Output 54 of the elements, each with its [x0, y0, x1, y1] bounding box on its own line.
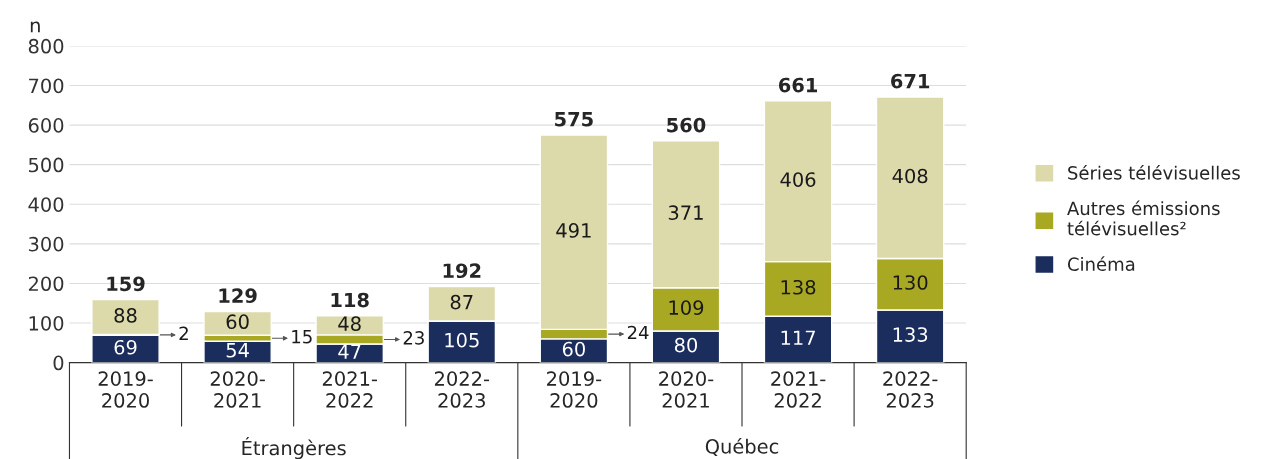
x-tick-label: 2019- 2020 — [547, 371, 602, 408]
data-label: 117 — [781, 330, 815, 345]
data-label: 47 — [338, 344, 361, 359]
x-tick-label: 2021- 2022 — [771, 371, 826, 408]
data-label: 69 — [114, 339, 137, 355]
legend-label: Autres émissions télévisuelles² — [1067, 200, 1220, 236]
total-label: 159 — [107, 276, 145, 292]
x-tick-label: 2019- 2020 — [98, 371, 153, 408]
data-label: 60 — [226, 314, 249, 330]
data-label: 138 — [781, 279, 816, 295]
total-label: 661 — [778, 77, 818, 93]
data-label: 130 — [893, 275, 928, 290]
data-label: 24 — [627, 325, 649, 340]
data-label: 408 — [892, 168, 928, 184]
text: Étrangères — [242, 437, 346, 459]
y-tick-label: 400 — [28, 197, 64, 212]
data-label: 87 — [450, 294, 473, 310]
y-tick-label: 600 — [28, 118, 64, 133]
total-label: 192 — [443, 263, 481, 279]
data-label: 105 — [445, 332, 479, 348]
data-label: 491 — [556, 223, 591, 238]
y-tick-label: 200 — [28, 276, 64, 292]
x-tick-label: 2020- 2021 — [659, 371, 714, 408]
x-tick-label: 2022- 2023 — [883, 371, 938, 408]
y-tick-label: 500 — [28, 157, 64, 173]
y-tick-label: 700 — [29, 78, 64, 94]
data-label: 15 — [292, 330, 312, 344]
data-label: 48 — [338, 316, 361, 332]
data-label: 133 — [893, 327, 928, 342]
total-label: 129 — [219, 288, 257, 304]
y-tick-label: 800 — [28, 38, 64, 54]
total-label: 671 — [891, 73, 930, 89]
x-tick-label: 2020- 2021 — [210, 371, 265, 408]
y-tick-label: 300 — [28, 236, 64, 252]
x-tick-label: 2021- 2022 — [322, 371, 377, 408]
total-label: 560 — [667, 117, 706, 133]
y-tick-label: 100 — [29, 315, 64, 331]
data-label: 80 — [674, 337, 698, 353]
data-label: 2 — [179, 326, 188, 340]
x-tick-label: 2022- 2023 — [434, 371, 490, 408]
legend-label: Cinéma — [1067, 256, 1135, 271]
data-label: 406 — [780, 172, 816, 187]
y-tick-label: 0 — [53, 355, 64, 371]
data-label: 88 — [114, 308, 137, 323]
data-label: 23 — [403, 331, 424, 345]
data-label: 54 — [226, 343, 249, 358]
total-label: 575 — [555, 112, 593, 127]
data-label: 371 — [668, 205, 703, 220]
legend-label: Séries télévisuelles — [1068, 164, 1240, 180]
text: Québec — [705, 437, 779, 456]
data-label: 109 — [669, 300, 704, 316]
y-axis-title: n — [30, 21, 40, 33]
total-label: 118 — [331, 292, 369, 308]
data-label: 60 — [562, 341, 585, 357]
